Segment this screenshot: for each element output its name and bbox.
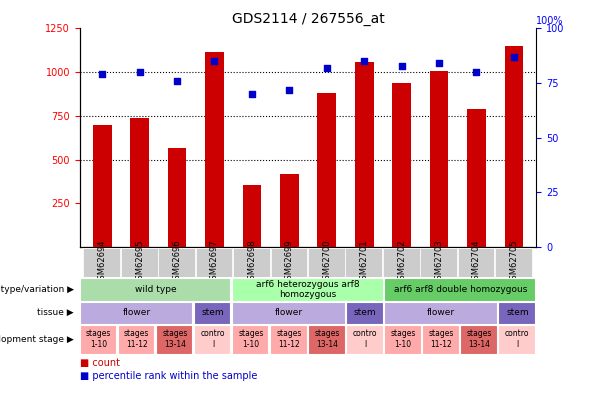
FancyBboxPatch shape — [232, 325, 268, 354]
Text: stages
13-14: stages 13-14 — [162, 330, 188, 349]
Text: GSM62701: GSM62701 — [360, 239, 368, 285]
Point — [247, 91, 257, 97]
Point — [97, 71, 107, 77]
FancyBboxPatch shape — [384, 278, 535, 301]
Bar — [430, 71, 448, 247]
Point — [210, 58, 219, 64]
Text: ■ percentile rank within the sample: ■ percentile rank within the sample — [80, 371, 257, 381]
Point — [397, 62, 406, 69]
Bar — [392, 83, 411, 247]
FancyBboxPatch shape — [384, 325, 421, 354]
Text: stem: stem — [354, 308, 376, 318]
Text: flower: flower — [123, 308, 151, 318]
Point — [135, 69, 145, 75]
Bar — [504, 46, 524, 247]
FancyBboxPatch shape — [270, 247, 307, 277]
Point — [322, 64, 332, 71]
Text: 100%: 100% — [536, 16, 564, 26]
Text: flower: flower — [427, 308, 455, 318]
Text: flower: flower — [275, 308, 303, 318]
Point — [471, 69, 481, 75]
FancyBboxPatch shape — [383, 247, 419, 277]
Point — [284, 86, 294, 93]
FancyBboxPatch shape — [498, 302, 535, 324]
Text: stages
1-10: stages 1-10 — [86, 330, 112, 349]
Text: arf6 arf8 double homozygous: arf6 arf8 double homozygous — [394, 285, 527, 294]
Text: stages
13-14: stages 13-14 — [314, 330, 340, 349]
Text: stem: stem — [202, 308, 224, 318]
FancyBboxPatch shape — [196, 247, 232, 277]
FancyBboxPatch shape — [346, 302, 383, 324]
FancyBboxPatch shape — [421, 247, 457, 277]
FancyBboxPatch shape — [194, 302, 230, 324]
FancyBboxPatch shape — [80, 278, 230, 301]
Text: stages
11-12: stages 11-12 — [276, 330, 302, 349]
Bar — [355, 62, 373, 247]
Text: GSM62700: GSM62700 — [322, 239, 331, 285]
Text: stages
1-10: stages 1-10 — [390, 330, 416, 349]
Text: GSM62698: GSM62698 — [248, 239, 256, 285]
FancyBboxPatch shape — [495, 247, 532, 277]
FancyBboxPatch shape — [308, 325, 345, 354]
Bar — [318, 93, 336, 247]
Point — [172, 78, 182, 84]
Point — [509, 53, 519, 60]
Text: stages
13-14: stages 13-14 — [466, 330, 492, 349]
Bar — [130, 118, 149, 247]
Text: GSM62699: GSM62699 — [285, 239, 294, 285]
Text: GSM62704: GSM62704 — [472, 239, 481, 285]
Bar — [280, 175, 299, 247]
FancyBboxPatch shape — [121, 247, 158, 277]
Point — [359, 58, 369, 64]
Bar — [93, 125, 112, 247]
FancyBboxPatch shape — [80, 302, 192, 324]
Bar — [205, 52, 224, 247]
Text: stages
11-12: stages 11-12 — [428, 330, 454, 349]
Text: GSM62702: GSM62702 — [397, 239, 406, 285]
Text: wild type: wild type — [135, 285, 177, 294]
Bar — [467, 109, 486, 247]
FancyBboxPatch shape — [308, 247, 345, 277]
Text: GSM62695: GSM62695 — [135, 239, 144, 285]
FancyBboxPatch shape — [83, 247, 120, 277]
Text: arf6 heterozygous arf8
homozygous: arf6 heterozygous arf8 homozygous — [256, 280, 360, 299]
Text: stages
1-10: stages 1-10 — [238, 330, 264, 349]
FancyBboxPatch shape — [156, 325, 192, 354]
Text: GSM62697: GSM62697 — [210, 239, 219, 285]
FancyBboxPatch shape — [194, 325, 230, 354]
Title: GDS2114 / 267556_at: GDS2114 / 267556_at — [232, 12, 384, 26]
Text: contro
l: contro l — [505, 330, 530, 349]
FancyBboxPatch shape — [118, 325, 154, 354]
FancyBboxPatch shape — [158, 247, 195, 277]
Text: ■ count: ■ count — [80, 358, 120, 369]
Text: GSM62696: GSM62696 — [172, 239, 181, 285]
Bar — [168, 148, 186, 247]
FancyBboxPatch shape — [80, 325, 116, 354]
Text: tissue ▶: tissue ▶ — [37, 308, 74, 318]
Text: GSM62705: GSM62705 — [509, 239, 519, 285]
FancyBboxPatch shape — [384, 302, 497, 324]
Point — [434, 60, 444, 66]
Text: development stage ▶: development stage ▶ — [0, 335, 74, 344]
FancyBboxPatch shape — [498, 325, 535, 354]
Text: GSM62703: GSM62703 — [435, 239, 444, 285]
Text: stages
11-12: stages 11-12 — [124, 330, 150, 349]
Bar — [243, 185, 261, 247]
FancyBboxPatch shape — [346, 247, 382, 277]
FancyBboxPatch shape — [458, 247, 495, 277]
FancyBboxPatch shape — [346, 325, 383, 354]
FancyBboxPatch shape — [233, 247, 270, 277]
FancyBboxPatch shape — [270, 325, 306, 354]
Text: stem: stem — [506, 308, 528, 318]
FancyBboxPatch shape — [232, 278, 383, 301]
FancyBboxPatch shape — [460, 325, 497, 354]
Text: contro
l: contro l — [353, 330, 378, 349]
FancyBboxPatch shape — [232, 302, 345, 324]
Text: GSM62694: GSM62694 — [97, 239, 107, 285]
Text: contro
l: contro l — [200, 330, 225, 349]
FancyBboxPatch shape — [422, 325, 459, 354]
Text: genotype/variation ▶: genotype/variation ▶ — [0, 285, 74, 294]
